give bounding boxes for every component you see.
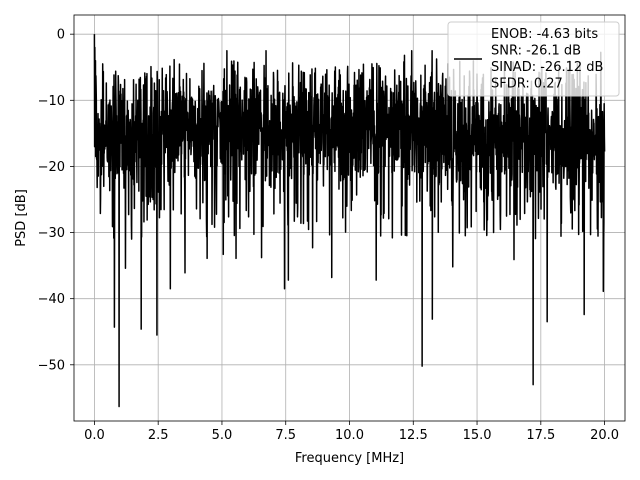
y-tick-label: −30 — [38, 226, 65, 241]
x-tick-label: 5.0 — [212, 428, 233, 443]
y-tick-label: −40 — [38, 292, 65, 307]
x-tick-label: 0.0 — [84, 428, 105, 443]
legend-entry-label: ENOB: -4.63 bits SNR: -26.1 dB SINAD: -26.… — [491, 27, 603, 92]
x-axis-label: Frequency [MHz] — [295, 451, 404, 466]
y-tick-label: −50 — [38, 358, 65, 373]
y-tick-label: −20 — [38, 160, 65, 175]
x-tick-label: 15.0 — [463, 428, 492, 443]
y-tick-label: −10 — [38, 94, 65, 109]
x-tick-label: 7.5 — [275, 428, 296, 443]
x-tick-label: 10.0 — [335, 428, 364, 443]
psd-series-line — [93, 34, 606, 408]
y-tick-label: 0 — [57, 28, 65, 43]
legend-box — [447, 21, 620, 97]
legend: ENOB: -4.63 bits SNR: -26.1 dB SINAD: -26.… — [447, 21, 620, 97]
x-tick-label: 2.5 — [148, 428, 169, 443]
ticks: 0.0 2.5 5.0 7.5 10.0 12.5 15.0 17.5 20.0 0 −10 −20 −… — [38, 28, 620, 443]
plot-area — [93, 34, 606, 408]
x-tick-label: 20.0 — [590, 428, 619, 443]
x-tick-label: 12.5 — [399, 428, 428, 443]
x-tick-label: 17.5 — [526, 428, 555, 443]
y-axis-label: PSD [dB] — [14, 189, 29, 247]
